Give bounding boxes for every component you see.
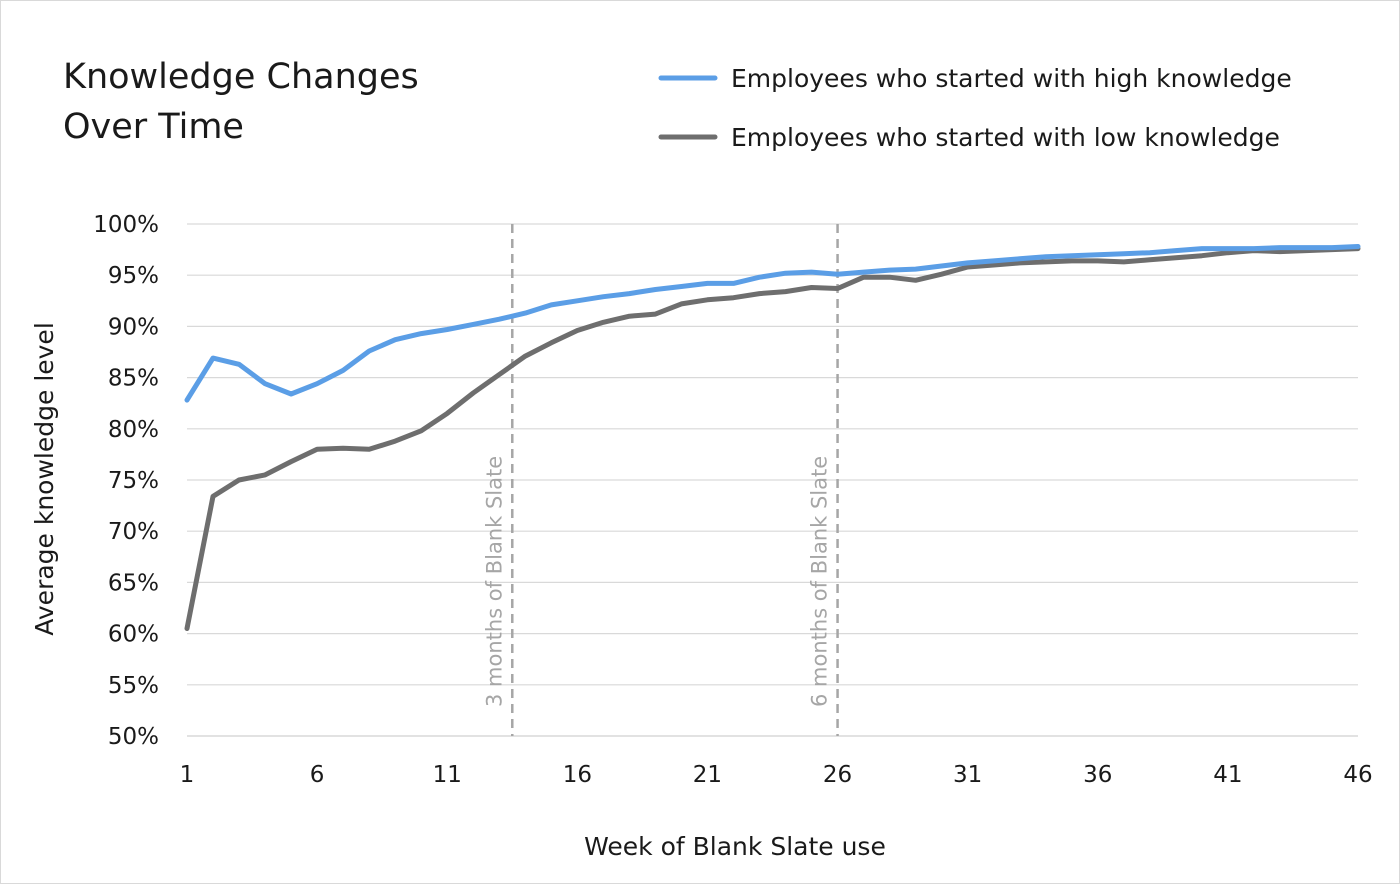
annotation-label-1: 3 months of Blank Slate	[482, 456, 506, 707]
chart-title-line-1: Knowledge Changes	[63, 57, 419, 97]
y-axis-label: Average knowledge level	[30, 322, 59, 636]
y-tick-label: 95%	[108, 263, 159, 289]
legend-label-low-knowledge: Employees who started with low knowledge	[731, 123, 1280, 152]
y-tick-label: 70%	[108, 519, 159, 545]
y-tick-label: 65%	[108, 570, 159, 596]
annotation-label-2: 6 months of Blank Slate	[808, 456, 832, 707]
x-tick-label: 6	[310, 762, 325, 788]
x-tick-label: 36	[1083, 762, 1112, 788]
legend-label-high-knowledge: Employees who started with high knowledg…	[731, 64, 1292, 93]
x-tick-label: 1	[180, 762, 195, 788]
chart-title-line-2: Over Time	[63, 107, 244, 147]
x-tick-label: 11	[433, 762, 462, 788]
y-tick-label: 80%	[108, 417, 159, 443]
x-tick-label: 26	[823, 762, 852, 788]
x-tick-label: 41	[1213, 762, 1242, 788]
x-axis-label: Week of Blank Slate use	[584, 832, 886, 861]
series-line-low-knowledge	[184, 246, 1361, 631]
x-tick-label: 46	[1343, 762, 1372, 788]
x-tick-label: 16	[563, 762, 592, 788]
y-tick-label: 75%	[108, 468, 159, 494]
annotations: 3 months of Blank Slate 6 months of Blank…	[482, 224, 839, 736]
y-tick-label: 85%	[108, 366, 159, 392]
gridlines	[187, 223, 1358, 737]
x-axis-ticks: 1 6 11 16 21 26 31 36 41 46	[180, 762, 1373, 788]
y-tick-label: 100%	[93, 212, 159, 238]
y-axis-ticks: 100% 95% 90% 85% 80% 75% 70% 65% 60% 55% 50%	[93, 212, 159, 750]
y-tick-label: 55%	[108, 673, 159, 699]
legend: Employees who started with high knowledg…	[658, 64, 1292, 152]
series	[184, 244, 1361, 631]
x-tick-label: 31	[953, 762, 982, 788]
x-tick-label: 21	[693, 762, 722, 788]
y-tick-label: 50%	[108, 724, 159, 750]
y-tick-label: 60%	[108, 622, 159, 648]
series-line-high-knowledge	[184, 244, 1361, 403]
y-tick-label: 90%	[108, 314, 159, 340]
